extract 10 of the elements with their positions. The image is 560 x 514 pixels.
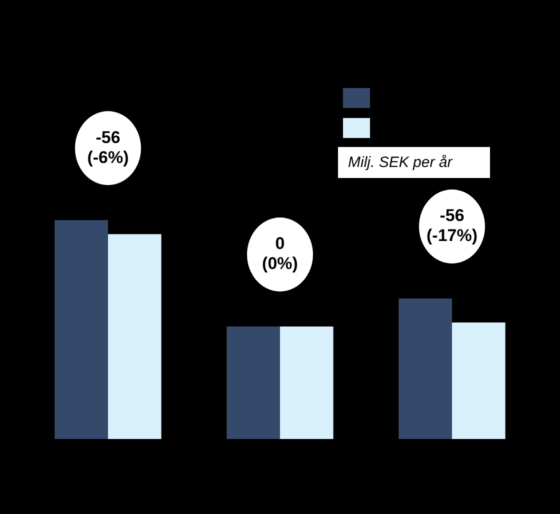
bar xyxy=(54,220,108,439)
bar xyxy=(108,234,162,439)
text: Milj. SEK per år xyxy=(348,154,454,172)
bar xyxy=(398,298,452,439)
bar xyxy=(452,322,506,439)
bar xyxy=(280,326,334,439)
text: -56 (-6%) xyxy=(87,128,129,167)
bar xyxy=(226,326,280,439)
annotation: 0 (0%) xyxy=(262,234,298,274)
annotation: -56 (-17%) xyxy=(426,206,478,246)
